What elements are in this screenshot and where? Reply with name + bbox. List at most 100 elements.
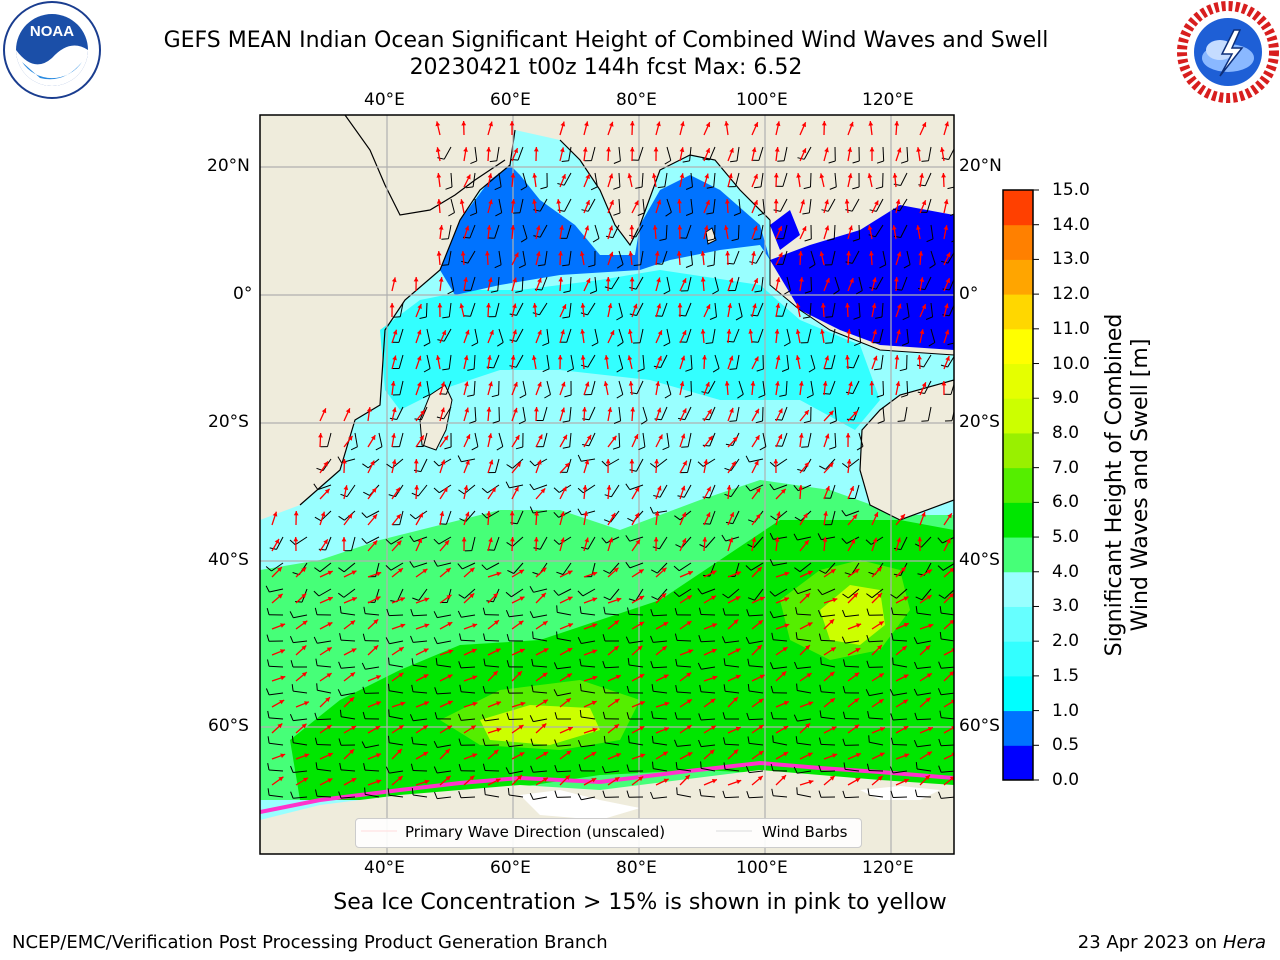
wave-arrow-head — [904, 753, 910, 758]
wave-arrow-head — [751, 537, 757, 542]
wind-barb — [635, 276, 644, 290]
wave-arrow-head — [824, 355, 830, 361]
wind-barb — [389, 794, 404, 798]
wind-barb — [271, 562, 284, 572]
colorbar-tick-label: 15.0 — [1052, 180, 1090, 200]
wind-barb — [269, 742, 284, 746]
wave-arrow-head — [559, 225, 564, 230]
wave-arrow-head — [515, 435, 520, 441]
wave-arrow-head — [686, 725, 692, 730]
wind-barb — [340, 796, 356, 799]
wind-barb — [618, 328, 624, 343]
wave-arrow-head — [634, 486, 640, 492]
wave-arrow-head — [949, 593, 954, 598]
wind-barb — [629, 664, 644, 668]
wind-barb — [917, 666, 932, 669]
wind-barb-feather — [589, 290, 597, 294]
wind-barb — [684, 406, 692, 420]
wind-barb — [834, 432, 837, 448]
wind-barb — [618, 250, 624, 265]
wave-arrow-head — [916, 147, 921, 152]
wave-arrow-head — [873, 512, 879, 518]
wind-barb — [821, 614, 836, 618]
wave-arrow-head — [925, 775, 930, 780]
wave-arrow-head — [759, 596, 765, 602]
wind-barb-feather — [363, 606, 366, 614]
wind-barb-feather — [938, 594, 945, 599]
wind-barb-feather — [458, 489, 465, 495]
wind-barb — [844, 796, 860, 799]
wave-arrow-head — [423, 752, 429, 757]
wave-arrow-head — [446, 725, 452, 730]
chart-subtitle: 20230421 t00z 144h fcst Max: 6.52 — [409, 55, 803, 80]
wave-arrow-head — [845, 433, 851, 438]
wind-barb-feather — [267, 788, 270, 796]
wave-arrow-head — [750, 381, 756, 386]
wind-barb-feather — [745, 485, 751, 492]
wind-barb — [748, 718, 764, 721]
wave-arrow-head — [585, 200, 590, 206]
wind-barb-feather — [901, 342, 909, 346]
wind-barb-feather — [771, 788, 774, 796]
wave-arrow-head — [301, 645, 307, 651]
wind-barb-feather — [928, 342, 936, 347]
wind-barb-feather — [532, 571, 540, 576]
wind-barb-feather — [387, 735, 390, 743]
wave-arrow-head — [532, 199, 537, 204]
wind-barb — [708, 406, 716, 421]
lon-label-top: 100°E — [736, 90, 788, 110]
wind-barb — [541, 276, 548, 291]
wave-arrow-head — [682, 460, 687, 466]
wind-barb-feather — [433, 460, 440, 467]
wave-arrow-head — [854, 698, 859, 703]
wind-barb — [735, 406, 740, 421]
map-plot-area — [260, 115, 954, 854]
wind-barb-feather — [699, 788, 702, 796]
wind-barb — [509, 614, 524, 618]
wind-barb-feather — [314, 516, 322, 522]
wind-barb-feather — [505, 481, 510, 489]
wind-barb-feather — [603, 596, 611, 601]
wind-barb — [293, 640, 308, 644]
wind-barb — [782, 172, 788, 187]
wind-barb — [581, 612, 596, 616]
wind-barb — [810, 354, 816, 369]
wind-barb-feather — [818, 790, 822, 798]
ocean-cyan-zone — [380, 270, 880, 430]
wind-barb — [807, 432, 812, 447]
wave-arrow-head — [463, 485, 469, 491]
wave-arrow-head — [732, 436, 738, 442]
wind-barb-feather — [754, 290, 762, 293]
wind-barb — [809, 302, 812, 318]
wind-barb-feather — [491, 394, 499, 398]
wave-arrow-head — [372, 514, 377, 520]
wave-arrow-head — [664, 727, 669, 732]
wave-arrow-head — [543, 648, 549, 653]
wind-barb — [736, 354, 740, 369]
wind-barb — [399, 380, 404, 395]
wind-barb — [606, 458, 620, 467]
wind-barb-feather — [890, 737, 894, 745]
wind-barb-feather — [291, 735, 294, 743]
wind-barb — [845, 640, 860, 644]
wave-arrow-head — [567, 570, 573, 575]
wind-barb-feather — [817, 533, 822, 540]
wave-arrow-head — [707, 409, 712, 415]
wave-arrow-head — [705, 122, 711, 128]
wave-arrow-head — [775, 355, 781, 361]
wind-barb-feather — [629, 287, 637, 290]
wind-barb-feather — [461, 260, 469, 264]
wave-arrow-head — [728, 277, 734, 283]
wind-barb-feather — [434, 687, 438, 695]
wave-arrow-head — [751, 251, 756, 256]
wind-barb — [854, 484, 860, 499]
wind-barb — [566, 224, 572, 239]
wind-barb-feather — [651, 711, 654, 719]
wave-arrow-head — [470, 725, 476, 730]
wind-barb — [845, 768, 860, 772]
wave-arrow-head — [726, 485, 732, 490]
wave-arrow-head — [869, 381, 875, 386]
wave-arrow-head — [901, 567, 906, 572]
wave-arrow-head — [532, 173, 538, 178]
wave-arrow-head — [419, 435, 424, 441]
